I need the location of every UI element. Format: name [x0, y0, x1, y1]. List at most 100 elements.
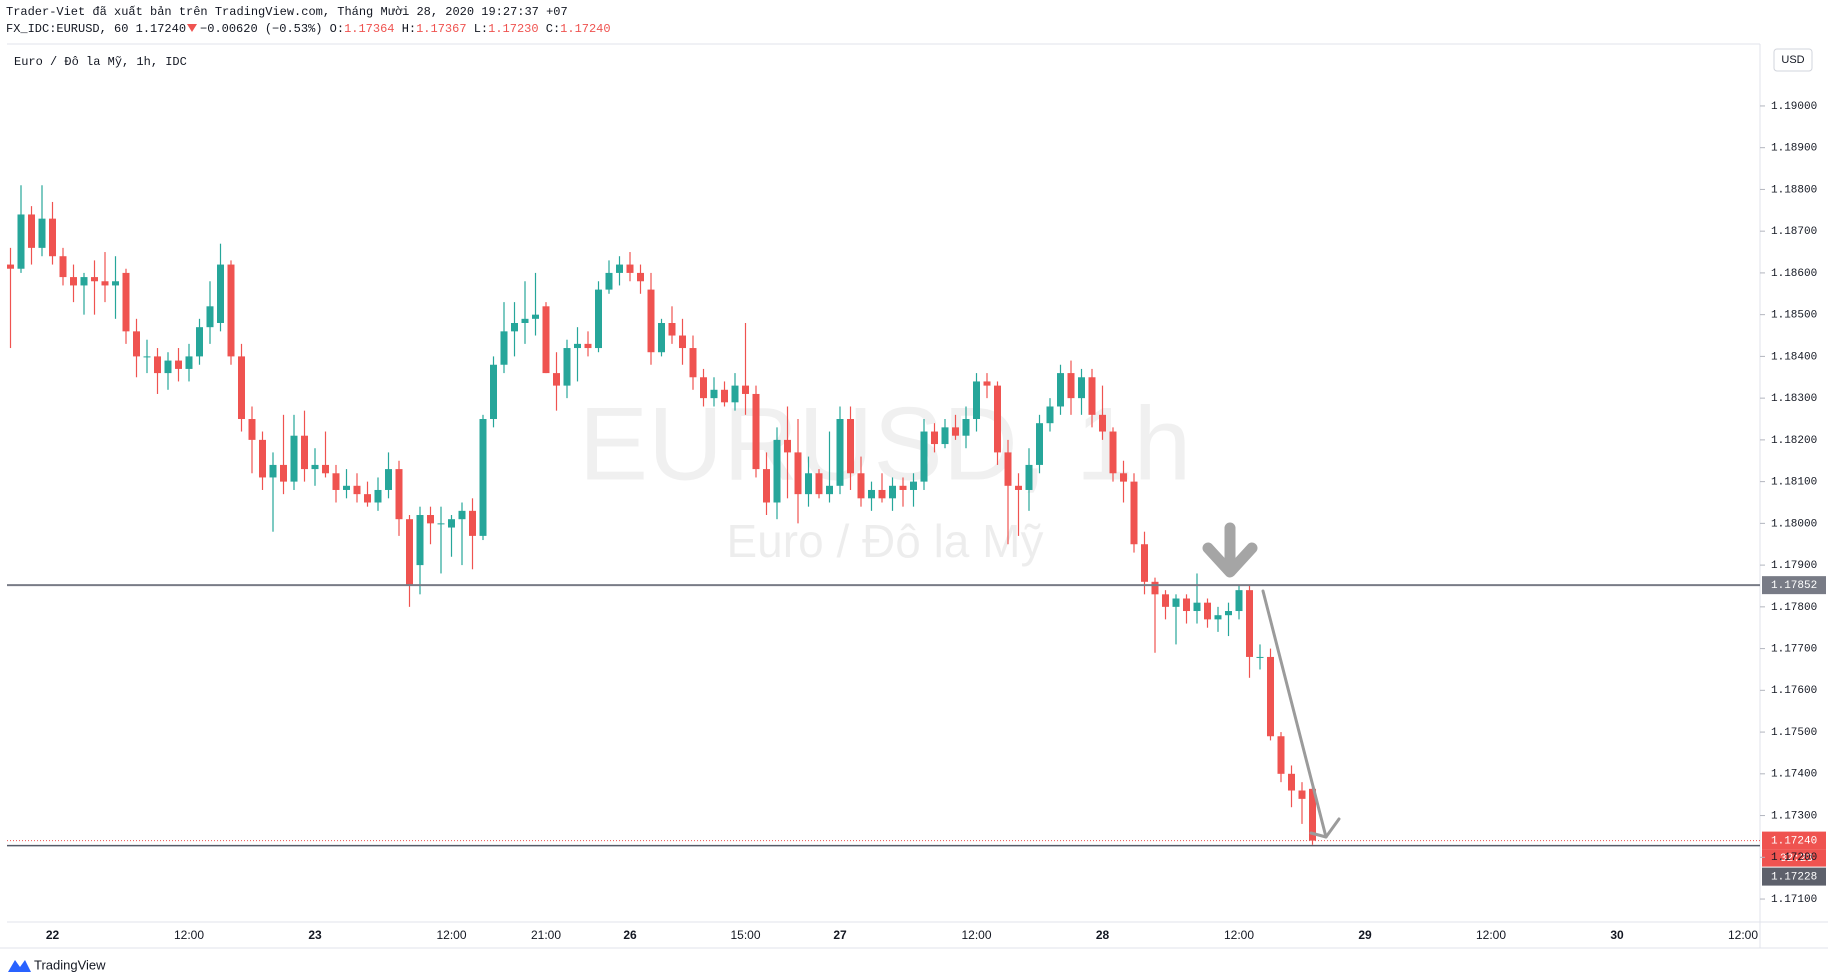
candle-body — [752, 393, 760, 470]
ohlc-key: O: — [329, 22, 345, 36]
candle-body — [353, 485, 361, 495]
y-tick-label: 1.18900 — [1771, 143, 1817, 155]
candle-body — [1004, 452, 1012, 486]
candle-body — [1099, 414, 1106, 432]
x-tick-label: 22 — [46, 928, 60, 942]
ohlc-key: C: — [545, 22, 561, 36]
y-tick-label: 1.18700 — [1771, 226, 1817, 238]
candle-body — [847, 419, 854, 474]
y-tick-label: 1.17600 — [1771, 685, 1817, 697]
candle-body — [133, 331, 140, 357]
candle-body — [616, 264, 623, 273]
x-tick-label: 12:00 — [174, 928, 204, 942]
candle-body — [878, 489, 886, 499]
change: −0.00620 (−0.53%) — [200, 22, 323, 36]
candle-body — [1256, 656, 1264, 658]
candle-body — [1067, 373, 1075, 399]
candle-body — [857, 473, 865, 499]
price-levels: 1.17852 1.17240 32:23 1.17228 — [7, 576, 1826, 886]
symbol: FX_IDC:EURUSD, 60 — [6, 22, 129, 36]
candle-body — [1288, 773, 1295, 791]
candle-body — [322, 464, 329, 474]
candle-body — [1141, 544, 1148, 582]
candle-body — [920, 431, 928, 482]
y-tick-label: 1.17900 — [1771, 560, 1817, 572]
candle-body — [794, 452, 802, 495]
candle-body — [1235, 590, 1243, 612]
ohlc: O:1.17364 H:1.17367 L:1.17230 C:1.17240 — [330, 22, 611, 36]
candle-body — [542, 306, 550, 374]
candle-body — [1309, 788, 1316, 841]
candle-body — [374, 489, 382, 503]
candle-body — [7, 264, 14, 269]
candle-body — [70, 277, 77, 286]
quote-line: FX_IDC:EURUSD, 60 1.17240 −0.00620 (−0.53… — [6, 21, 611, 38]
candle-body — [689, 348, 697, 378]
x-tick-label: 30 — [1610, 928, 1624, 942]
x-tick-label: 12:00 — [1728, 928, 1758, 942]
arrow-head — [1309, 817, 1341, 839]
y-tick-label: 1.18200 — [1771, 435, 1817, 447]
candle-body — [311, 464, 319, 470]
candle-body — [112, 281, 119, 286]
y-tick-label: 1.18000 — [1771, 518, 1817, 530]
candle-body — [511, 323, 518, 332]
candle-body — [1267, 656, 1274, 737]
y-tick-label: 1.18100 — [1771, 477, 1817, 489]
candle-body — [731, 385, 739, 403]
candle-body — [1057, 373, 1064, 407]
y-tick-label: 1.17100 — [1771, 894, 1817, 906]
candle-body — [532, 314, 539, 319]
candle-body — [721, 389, 728, 403]
candle-body — [269, 464, 277, 478]
x-tick-label: 12:00 — [961, 928, 991, 942]
legend: Euro / Đô la Mỹ, 1h, IDC — [14, 55, 187, 69]
candle-body — [836, 419, 844, 486]
candle-body — [899, 485, 907, 490]
x-tick-label: 23 — [308, 928, 322, 942]
x-tick-label: 12:00 — [1476, 928, 1506, 942]
currency-label[interactable]: USD — [1781, 54, 1804, 66]
candle-body — [437, 523, 445, 525]
x-tick-label: 29 — [1358, 928, 1372, 942]
candle-body — [595, 289, 602, 349]
candle-body — [500, 331, 508, 365]
candle-body — [553, 373, 560, 386]
candle-body — [1036, 423, 1043, 465]
candle-body — [154, 356, 161, 374]
candle-body — [196, 327, 203, 357]
candle-body — [395, 469, 403, 520]
candle-body — [637, 272, 644, 282]
candle-body — [1120, 473, 1127, 482]
candle-body — [574, 343, 581, 349]
y-tick-label: 1.17500 — [1771, 727, 1817, 739]
candle-body — [364, 494, 371, 503]
candle-body — [448, 519, 455, 528]
published-line: Trader-Viet đã xuất bản trên TradingView… — [6, 5, 568, 19]
candle-body — [290, 435, 298, 482]
candle-body — [458, 510, 466, 520]
candle-body — [584, 343, 592, 349]
candle-body — [868, 489, 875, 499]
candle-body — [1078, 377, 1085, 399]
candle-body — [1298, 790, 1306, 799]
countdown-box — [1762, 849, 1826, 867]
candle-body — [815, 473, 823, 495]
candle-body — [1088, 377, 1096, 415]
candle-body — [343, 485, 350, 490]
down-icon — [187, 24, 198, 32]
candle-body — [427, 515, 434, 524]
x-tick-label: 12:00 — [1224, 928, 1254, 942]
annotation-trend-arrow — [1261, 589, 1341, 839]
currency-button[interactable] — [1773, 48, 1813, 72]
candle-body — [658, 323, 665, 353]
y-tick-label: 1.18300 — [1771, 393, 1817, 405]
ohlc-value: 1.17240 — [560, 22, 611, 36]
candle-body — [259, 439, 266, 478]
candle-body — [710, 389, 718, 399]
arrow-line — [1261, 589, 1328, 839]
candles — [7, 185, 1316, 845]
candle-body — [1183, 598, 1190, 612]
candle-body — [1109, 431, 1117, 474]
